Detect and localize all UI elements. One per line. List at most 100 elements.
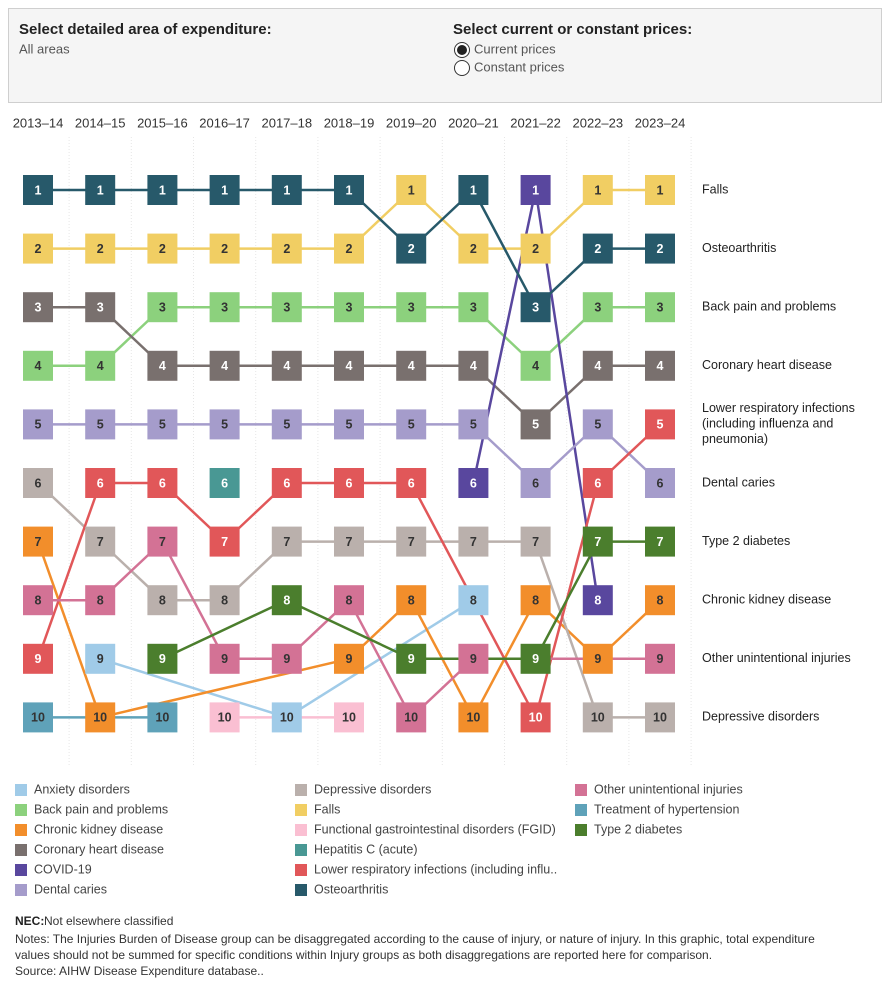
rank-label: 6: [283, 476, 290, 490]
rank-label: 3: [532, 300, 539, 314]
radio-button[interactable]: [454, 60, 470, 76]
connector: [161, 599, 288, 660]
rank-label: 1: [594, 183, 601, 197]
rank-label: 2: [221, 242, 228, 256]
rank-label: 3: [594, 300, 601, 314]
rank-label: 3: [221, 300, 228, 314]
legend-label[interactable]: Falls: [314, 802, 340, 816]
legend-swatch[interactable]: [295, 784, 307, 796]
legend-swatch[interactable]: [15, 864, 27, 876]
legend-swatch[interactable]: [575, 824, 587, 836]
row-label: Osteoarthritis: [702, 241, 776, 255]
legend-label[interactable]: Type 2 diabetes: [594, 822, 682, 836]
legend-swatch[interactable]: [15, 784, 27, 796]
footnote-label: NEC:: [15, 914, 44, 928]
legend-label[interactable]: Osteoarthritis: [314, 882, 388, 896]
rank-label: 4: [408, 359, 415, 373]
rank-label: 6: [221, 476, 228, 490]
legend-label[interactable]: Treatment of hypertension: [594, 802, 739, 816]
rank-label: 10: [466, 711, 480, 725]
radio-label[interactable]: Constant prices: [474, 59, 565, 74]
legend-swatch[interactable]: [15, 804, 27, 816]
rank-box: [85, 702, 116, 733]
rank-label: 9: [97, 652, 104, 666]
rank-box: [334, 585, 364, 616]
rank-box: [271, 350, 302, 381]
rank-box: [582, 175, 613, 205]
legend-swatch[interactable]: [575, 804, 587, 816]
rank-box: [458, 643, 489, 674]
legend-label[interactable]: Functional gastrointestinal disorders (F…: [314, 822, 556, 836]
legend-swatch[interactable]: [295, 884, 307, 896]
rank-label: 4: [594, 359, 601, 373]
x-tick-label: 2017–18: [261, 115, 312, 130]
rank-box: [209, 175, 240, 205]
rank-label: 8: [594, 593, 601, 607]
x-tick-label: 2018–19: [324, 115, 375, 130]
rank-label: 5: [97, 418, 104, 432]
rank-box: [209, 233, 240, 264]
rank-label: 7: [657, 535, 664, 549]
filter-title: Select detailed area of expenditure:: [19, 21, 272, 38]
rank-label: 10: [280, 711, 294, 725]
connector: [99, 657, 288, 719]
rank-box: [23, 409, 53, 440]
legend-swatch[interactable]: [15, 824, 27, 836]
legend-swatch[interactable]: [295, 844, 307, 856]
rank-label: 3: [97, 300, 104, 314]
legend-label[interactable]: Hepatitis C (acute): [314, 842, 418, 856]
rank-label: 9: [35, 652, 42, 666]
rank-box: [396, 292, 427, 323]
legend-label[interactable]: Depressive disorders: [314, 782, 431, 796]
legend-label[interactable]: Coronary heart disease: [34, 842, 164, 856]
rank-box: [147, 468, 178, 498]
rank-box: [458, 468, 489, 498]
rank-label: 4: [657, 359, 664, 373]
rank-label: 5: [159, 418, 166, 432]
rank-label: 8: [159, 593, 166, 607]
rank-label: 10: [404, 711, 418, 725]
rank-label: 7: [594, 535, 601, 549]
rank-box: [645, 702, 675, 733]
rank-box: [271, 233, 302, 264]
x-tick-label: 2014–15: [75, 115, 126, 130]
rank-label: 1: [97, 183, 104, 197]
legend-swatch[interactable]: [15, 884, 27, 896]
legend-swatch[interactable]: [295, 864, 307, 876]
legend-swatch[interactable]: [15, 844, 27, 856]
legend-swatch[interactable]: [295, 804, 307, 816]
rank-label: 9: [470, 652, 477, 666]
rank-box: [23, 585, 53, 616]
notes: values should not be summed for specific…: [15, 948, 712, 962]
rank-box: [396, 233, 427, 264]
legend-swatch[interactable]: [295, 824, 307, 836]
rank-box: [271, 175, 302, 205]
rank-box: [582, 409, 613, 440]
control-panel: [8, 8, 882, 103]
rank-label: 8: [283, 593, 290, 607]
connector: [534, 541, 599, 718]
legend-label[interactable]: Lower respiratory infections (including …: [314, 862, 557, 876]
connector: [534, 541, 599, 660]
rank-box: [458, 409, 489, 440]
rank-label: 3: [657, 300, 664, 314]
rank-box: [520, 468, 551, 498]
legend-label[interactable]: Back pain and problems: [34, 802, 168, 816]
rank-label: 9: [594, 652, 601, 666]
legend-label[interactable]: COVID-19: [34, 862, 92, 876]
legend-label[interactable]: Anxiety disorders: [34, 782, 130, 796]
row-label: Back pain and problems: [702, 299, 836, 313]
filter-value[interactable]: All areas: [19, 41, 70, 56]
radio-label[interactable]: Current prices: [474, 41, 556, 56]
rank-label: 2: [283, 242, 290, 256]
rank-label: 6: [159, 476, 166, 490]
rank-label: 1: [470, 183, 477, 197]
rank-box: [209, 468, 240, 498]
rank-label: 9: [159, 652, 166, 666]
legend-label[interactable]: Dental caries: [34, 882, 107, 896]
legend-label[interactable]: Chronic kidney disease: [34, 822, 163, 836]
legend-label[interactable]: Other unintentional injuries: [594, 782, 743, 796]
legend-swatch[interactable]: [575, 784, 587, 796]
rank-label: 8: [346, 593, 353, 607]
